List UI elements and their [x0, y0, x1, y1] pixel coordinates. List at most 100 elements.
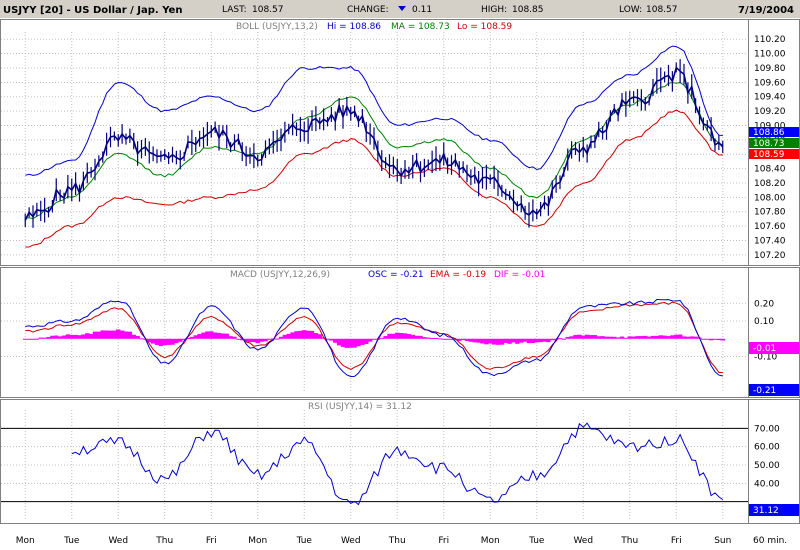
- macd-hist-bar: [674, 334, 679, 339]
- macd-hist-bar: [662, 335, 667, 339]
- macd-hist-bar: [88, 333, 94, 339]
- macd-hist-bar: [429, 338, 435, 340]
- macd-histogram: [23, 329, 725, 348]
- macd-hist-bar: [119, 330, 125, 339]
- macd-hist-bar: [360, 338, 365, 345]
- macd-hist-bar: [701, 338, 706, 340]
- macd-hist-bar: [197, 333, 202, 339]
- macd-hist-bar: [255, 338, 260, 344]
- macd-hist-bar: [398, 333, 404, 339]
- macd-hist-bar: [581, 335, 586, 339]
- macd-hist-bar: [135, 335, 140, 339]
- macd-hist-bar: [643, 335, 648, 339]
- macd-hist-bar: [282, 334, 288, 339]
- boll-legend-hi: Hi = 108.86: [327, 22, 381, 32]
- boll-legend-lo: Lo = 108.59: [457, 22, 512, 32]
- macd-hist-bar: [677, 334, 683, 339]
- y-tick-label: 107.80: [754, 208, 786, 218]
- macd-hist-bar: [317, 334, 322, 339]
- macd-plot: [25, 298, 723, 378]
- y-tick-label: 0.20: [754, 299, 774, 309]
- header-date: 7/19/2004: [738, 5, 794, 16]
- macd-hist-bar: [50, 335, 55, 339]
- macd-hist-bar: [705, 338, 710, 340]
- macd-hist-bar: [488, 338, 493, 344]
- macd-hist-bar: [112, 330, 117, 339]
- macd-legend-dif: DIF = -0.01: [494, 270, 545, 280]
- macd-ema-line: [25, 301, 723, 373]
- macd-hist-bar: [243, 338, 249, 342]
- macd-hist-bar: [65, 334, 71, 339]
- macd-hist-bar: [216, 332, 222, 339]
- macd-dif-badge: [749, 342, 799, 354]
- macd-hist-bar: [274, 338, 280, 340]
- boll-legend: BOLL (USJYY,13,2): [236, 22, 318, 32]
- x-tick-label: Sun: [714, 536, 731, 546]
- macd-hist-bar: [356, 338, 361, 347]
- macd-hist-bar: [530, 338, 536, 343]
- macd-hist-bar: [584, 334, 590, 339]
- macd-hist-bar: [573, 334, 578, 339]
- macd-hist-bar: [96, 331, 102, 339]
- macd-hist-bar: [139, 338, 144, 340]
- macd-hist-bar: [406, 334, 412, 339]
- macd-hist-bar: [181, 338, 187, 340]
- header-low-label: LOW:: [619, 5, 642, 15]
- macd-hist-bar: [569, 336, 574, 339]
- macd-hist-bar: [302, 330, 307, 339]
- macd-hist-bar: [592, 335, 598, 339]
- header-change-value: 0.11: [412, 5, 432, 15]
- x-tick-label: Tue: [296, 536, 313, 546]
- macd-hist-bar: [267, 338, 272, 340]
- macd-dif-badge-text: -0.01: [753, 344, 776, 354]
- macd-hist-bar: [460, 338, 466, 341]
- macd-hist-bar: [205, 331, 210, 339]
- macd-hist-bar: [201, 332, 206, 339]
- macd-hist-bar: [77, 335, 82, 339]
- macd-hist-bar: [69, 334, 74, 339]
- change-down-icon: [398, 6, 406, 11]
- macd-hist-bar: [522, 338, 528, 342]
- macd-hist-bar: [150, 338, 156, 344]
- macd-hist-bar: [654, 335, 660, 339]
- macd-hist-bar: [437, 338, 443, 340]
- macd-osc-badge: [749, 384, 799, 396]
- macd-hist-bar: [716, 338, 722, 341]
- macd-hist-bar: [85, 333, 90, 339]
- macd-hist-bar: [387, 333, 392, 339]
- y-tick-label: 110.00: [754, 50, 786, 60]
- macd-hist-bar: [278, 336, 284, 339]
- macd-hist-bar: [364, 338, 369, 345]
- macd-hist-bar: [26, 338, 32, 340]
- x-tick-label: Mon: [481, 536, 500, 546]
- y-tick-label: 110.20: [754, 35, 786, 45]
- macd-hist-bar: [449, 338, 454, 340]
- macd-hist-bar: [313, 333, 319, 339]
- macd-hist-bar: [588, 335, 594, 339]
- y-tick-label: 109.60: [754, 78, 786, 88]
- macd-hist-bar: [290, 332, 295, 339]
- macd-hist-bar: [685, 336, 691, 339]
- macd-hist-bar: [251, 338, 257, 343]
- y-tick-label: 70.00: [754, 424, 780, 434]
- macd-hist-bar: [286, 333, 291, 339]
- macd-hist-bar: [100, 330, 105, 339]
- y-tick-label: -0.10: [754, 353, 778, 363]
- macd-hist-bar: [414, 335, 419, 339]
- macd-hist-bar: [503, 338, 508, 343]
- macd-hist-bar: [418, 335, 423, 339]
- macd-hist-bar: [220, 333, 226, 339]
- macd-hist-bar: [240, 338, 245, 341]
- macd-hist-bar: [162, 338, 167, 346]
- macd-hist-bar: [189, 336, 195, 339]
- x-tick-label: Wed: [341, 536, 361, 546]
- macd-hist-bar: [166, 338, 171, 345]
- macd-hist-bar: [395, 332, 400, 339]
- macd-hist-bar: [61, 335, 67, 339]
- macd-hist-bar: [352, 338, 357, 348]
- rsi-legend: RSI (USJYY,14) = 31.12: [308, 402, 412, 412]
- x-tick-label: Tue: [63, 536, 80, 546]
- macd-hist-bar: [247, 338, 253, 343]
- rsi-y-axis: 70.00 60.00 50.00 40.00: [754, 424, 780, 489]
- macd-hist-bar: [557, 338, 563, 340]
